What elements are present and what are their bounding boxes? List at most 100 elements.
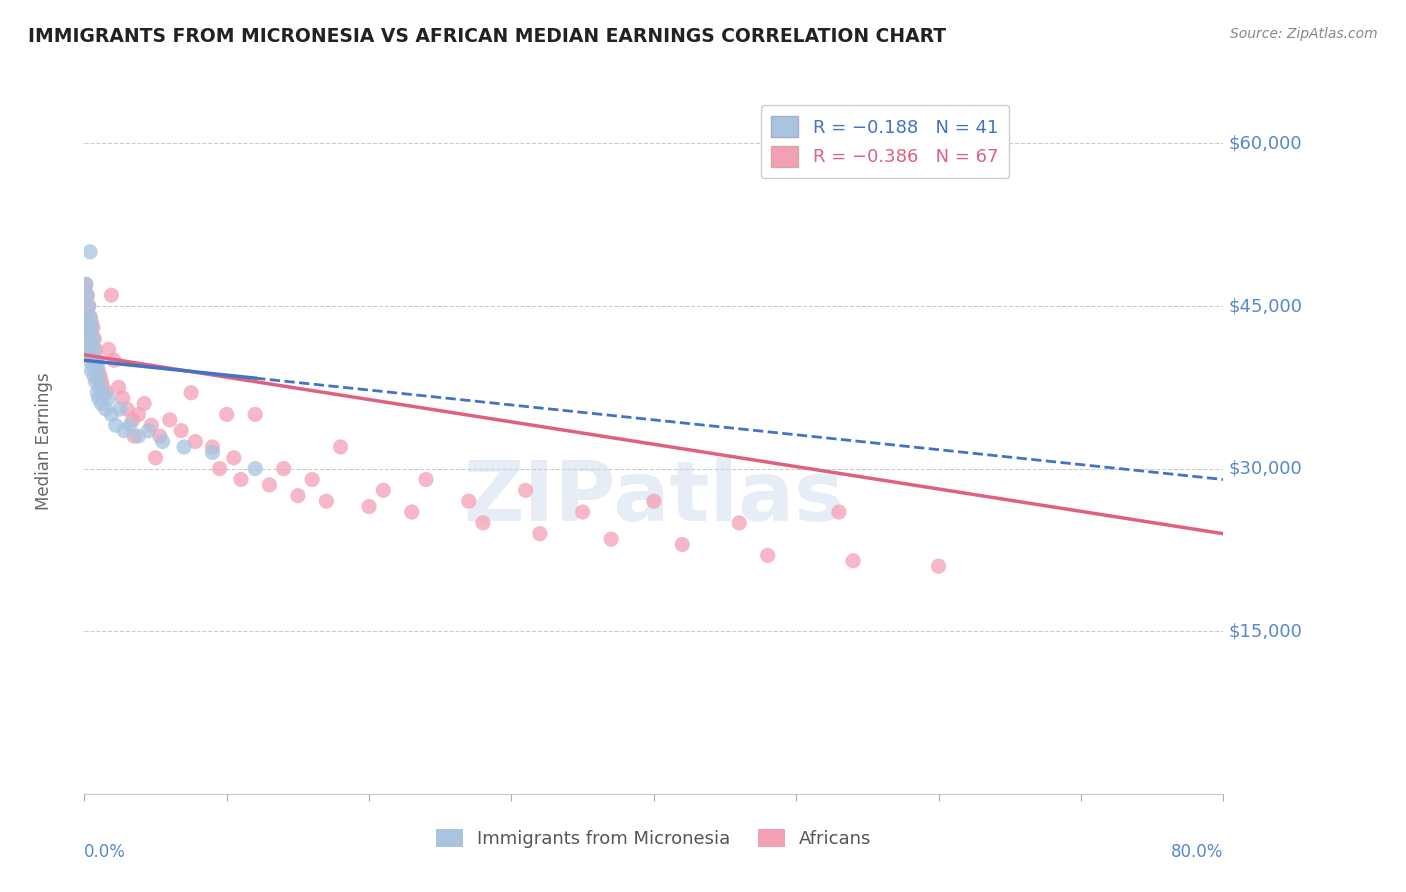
Point xyxy=(83,343,105,357)
Point xyxy=(75,332,97,346)
Point xyxy=(77,299,100,313)
Point xyxy=(928,559,950,574)
Point xyxy=(201,445,224,459)
Point xyxy=(515,483,537,498)
Point xyxy=(373,483,395,498)
Point xyxy=(115,402,138,417)
Point xyxy=(173,440,195,454)
Point xyxy=(83,332,105,346)
Point xyxy=(79,244,101,259)
Point xyxy=(76,320,98,334)
Point xyxy=(91,385,114,400)
Point xyxy=(75,277,97,292)
Text: $30,000: $30,000 xyxy=(1229,459,1303,477)
Point xyxy=(86,385,108,400)
Point xyxy=(273,461,295,475)
Point xyxy=(100,288,122,302)
Point xyxy=(107,380,129,394)
Point xyxy=(472,516,495,530)
Point xyxy=(80,315,103,329)
Point xyxy=(145,450,167,465)
Point xyxy=(112,424,135,438)
Text: Median Earnings: Median Earnings xyxy=(35,373,53,510)
Point xyxy=(80,348,103,362)
Text: 80.0%: 80.0% xyxy=(1171,843,1223,861)
Point xyxy=(828,505,851,519)
Point xyxy=(457,494,479,508)
Point xyxy=(756,549,779,563)
Point xyxy=(79,337,101,351)
Point xyxy=(89,369,111,384)
Point xyxy=(77,299,100,313)
Point xyxy=(728,516,751,530)
Point xyxy=(287,489,309,503)
Point xyxy=(76,320,98,334)
Point xyxy=(138,424,160,438)
Point xyxy=(86,353,108,368)
Point xyxy=(76,288,98,302)
Point xyxy=(184,434,207,449)
Text: ZIPatlas: ZIPatlas xyxy=(464,458,844,539)
Point xyxy=(152,434,174,449)
Point xyxy=(127,408,149,422)
Point xyxy=(103,353,125,368)
Text: Source: ZipAtlas.com: Source: ZipAtlas.com xyxy=(1230,27,1378,41)
Point xyxy=(329,440,352,454)
Text: $15,000: $15,000 xyxy=(1229,623,1303,640)
Point xyxy=(77,332,100,346)
Point xyxy=(87,391,110,405)
Point xyxy=(245,408,267,422)
Text: $60,000: $60,000 xyxy=(1229,135,1302,153)
Point xyxy=(671,537,693,551)
Point xyxy=(108,402,131,417)
Point xyxy=(75,310,97,324)
Point xyxy=(229,473,252,487)
Legend: Immigrants from Micronesia, Africans: Immigrants from Micronesia, Africans xyxy=(429,822,879,855)
Point xyxy=(100,408,122,422)
Point xyxy=(401,505,423,519)
Point xyxy=(76,288,98,302)
Point xyxy=(201,440,224,454)
Point xyxy=(97,343,120,357)
Point xyxy=(118,418,141,433)
Point xyxy=(121,413,143,427)
Point xyxy=(571,505,593,519)
Point xyxy=(127,429,149,443)
Point xyxy=(82,359,104,373)
Point xyxy=(84,353,107,368)
Point xyxy=(77,353,100,368)
Point xyxy=(86,359,108,373)
Point xyxy=(90,375,112,389)
Point xyxy=(208,461,231,475)
Point xyxy=(79,343,101,357)
Point xyxy=(76,343,98,357)
Point xyxy=(82,332,104,346)
Point xyxy=(600,532,623,546)
Point xyxy=(80,320,103,334)
Point xyxy=(215,408,238,422)
Point xyxy=(134,396,156,410)
Point xyxy=(159,413,181,427)
Point xyxy=(82,320,104,334)
Point xyxy=(149,429,172,443)
Point xyxy=(83,369,105,384)
Point xyxy=(75,277,97,292)
Point xyxy=(79,310,101,324)
Point xyxy=(245,461,267,475)
Point xyxy=(87,369,110,384)
Point xyxy=(104,418,127,433)
Point xyxy=(122,429,145,443)
Point xyxy=(84,375,107,389)
Text: $45,000: $45,000 xyxy=(1229,297,1303,315)
Point xyxy=(180,385,202,400)
Point xyxy=(170,424,193,438)
Point xyxy=(222,450,245,465)
Point xyxy=(82,353,104,368)
Point xyxy=(90,396,112,410)
Point xyxy=(80,364,103,378)
Point xyxy=(77,326,100,340)
Point xyxy=(141,418,163,433)
Point xyxy=(301,473,323,487)
Point xyxy=(643,494,665,508)
Point xyxy=(87,364,110,378)
